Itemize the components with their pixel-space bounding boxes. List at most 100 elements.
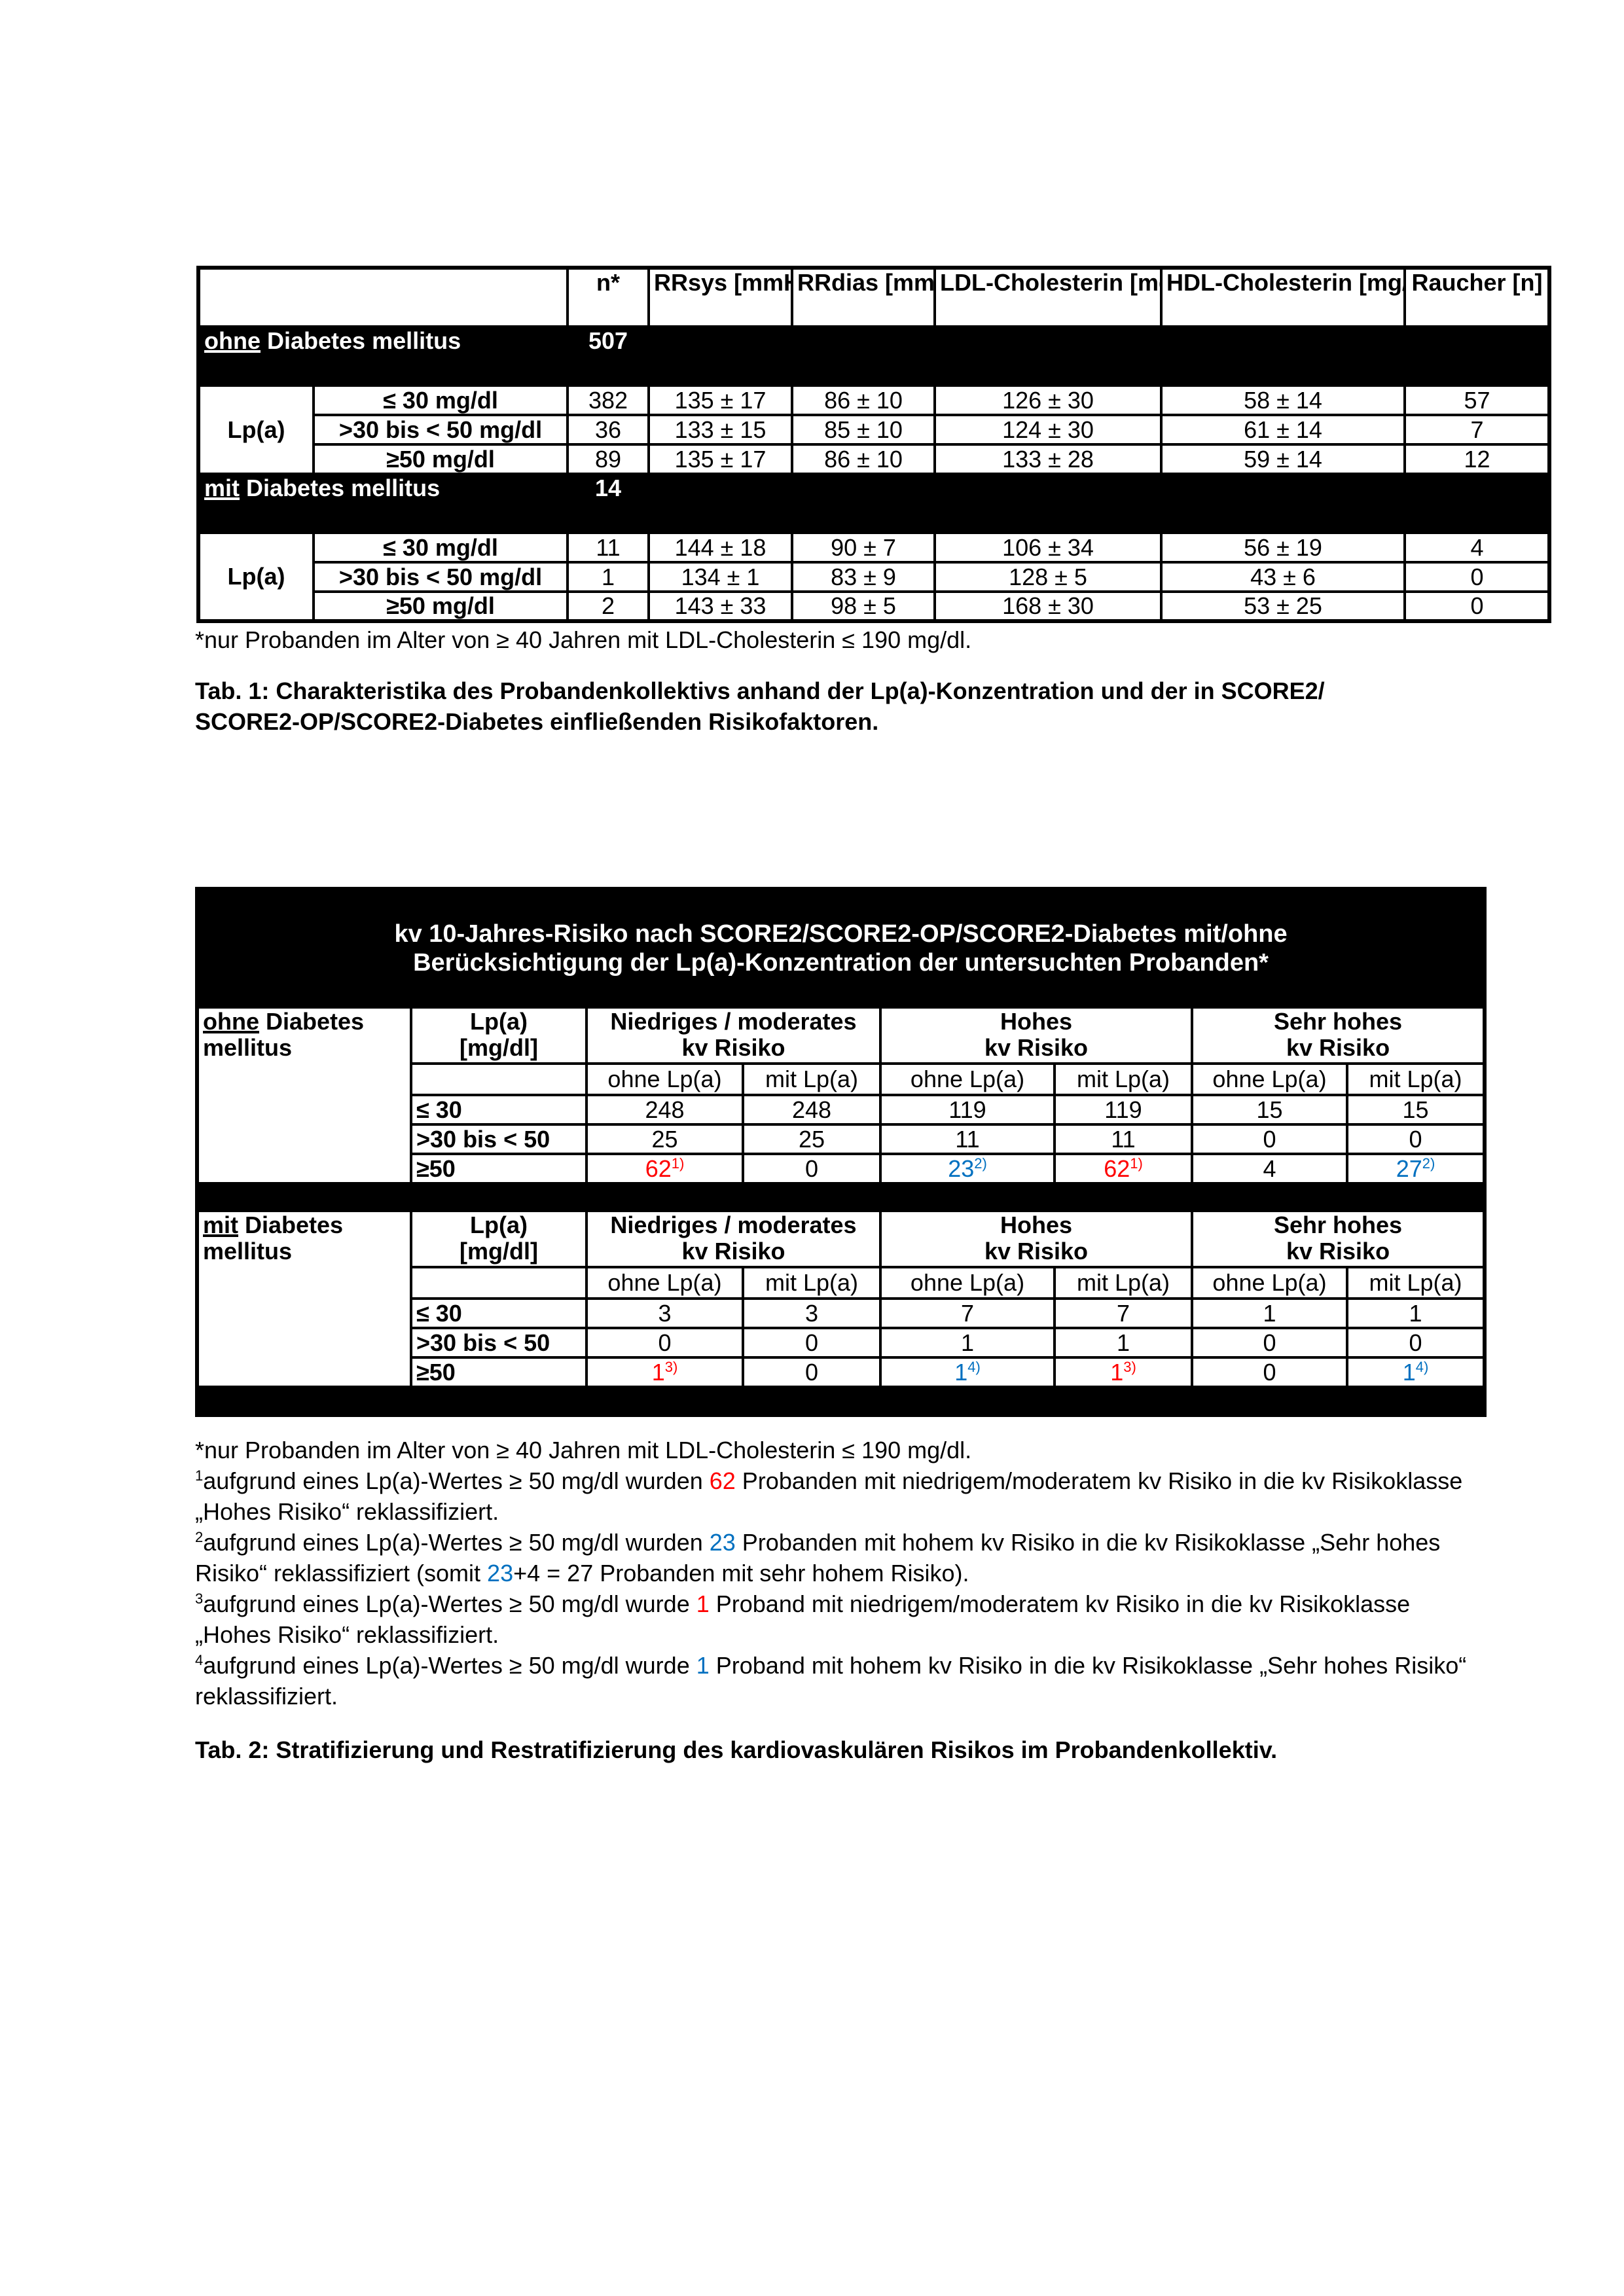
footnote-text: Proband mit hohem kv Risiko in die kv Ri… bbox=[195, 1652, 1467, 1710]
cell-value: 1 bbox=[1409, 1299, 1422, 1327]
cell-value: 25 bbox=[651, 1125, 678, 1153]
footnote-ref: 4) bbox=[1415, 1358, 1429, 1375]
cell: 57 bbox=[1403, 384, 1551, 416]
risk-header: Niedriges / moderates kv Risiko bbox=[585, 1210, 882, 1268]
lp-header: Lp(a) [mg/dl] bbox=[410, 1006, 588, 1065]
cell: 86 ± 10 bbox=[791, 443, 936, 475]
cell: 25 bbox=[742, 1123, 882, 1155]
subheader: mit Lp(a) bbox=[1345, 1062, 1487, 1096]
cell-value: 27 bbox=[1396, 1155, 1422, 1182]
footnote-text: Probanden mit hohem kv Risiko in die kv … bbox=[195, 1529, 1441, 1587]
table-1: n*RRsys [mmHg]RRdias [mmHg]LDL-Cholester… bbox=[196, 266, 1551, 623]
category: >30 bis < 50 bbox=[410, 1123, 588, 1155]
cell-value: 1 bbox=[954, 1358, 968, 1386]
cell: 128 ± 5 bbox=[933, 561, 1163, 593]
band-fill bbox=[647, 473, 1551, 534]
cell: 98 ± 5 bbox=[791, 590, 936, 622]
cell: 232) bbox=[879, 1153, 1056, 1185]
footnote-text: aufgrund eines Lp(a)-Wertes ≥ 50 mg/dl w… bbox=[203, 1467, 710, 1494]
cell-value: 4 bbox=[1263, 1155, 1276, 1182]
category: ≥50 mg/dl bbox=[312, 443, 569, 475]
table-row: ≤ 30 248 248 119 119 15 15 bbox=[197, 1094, 1487, 1126]
risk-header: Hohes kv Risiko bbox=[879, 1006, 1193, 1065]
cell-value: 0 bbox=[804, 1155, 819, 1182]
footnote-text: +4 = 27 Probanden mit sehr hohem Risiko)… bbox=[513, 1560, 969, 1587]
cell-value: 1 bbox=[960, 1329, 975, 1356]
cell: 272) bbox=[1345, 1153, 1487, 1185]
footnote-text: Proband mit niedrigem/moderatem kv Risik… bbox=[195, 1590, 1411, 1648]
footnote: 2aufgrund eines Lp(a)-Wertes ≥ 50 mg/dl … bbox=[195, 1527, 1478, 1588]
cell-value: 248 bbox=[791, 1096, 832, 1123]
column-header: RRsys [mmHg] bbox=[647, 266, 793, 328]
column-header: RRdias [mmHg] bbox=[791, 266, 936, 328]
cell: 0 bbox=[1403, 561, 1551, 593]
footnote-text: 1 bbox=[696, 1590, 710, 1617]
subheader: mit Lp(a) bbox=[1345, 1266, 1487, 1300]
group-prefix: ohne bbox=[203, 1008, 259, 1035]
cell: 621) bbox=[585, 1153, 744, 1185]
header-line: [mg/dl] bbox=[460, 1034, 538, 1061]
cell: 119 bbox=[879, 1094, 1056, 1126]
cell-value: 15 bbox=[1256, 1096, 1283, 1123]
column-header: HDL-Cholesterin [mg/dl] bbox=[1160, 266, 1406, 328]
category: ≥50 bbox=[410, 1356, 588, 1388]
footnote-text: Probanden mit niedrigem/moderatem kv Ris… bbox=[195, 1467, 1463, 1525]
header-line: Lp(a) bbox=[470, 1211, 528, 1238]
footnote-ref: 3) bbox=[1123, 1358, 1136, 1375]
footnote-text: 23 bbox=[709, 1529, 736, 1556]
footnote-number: 1 bbox=[195, 1467, 204, 1484]
cell: 0 bbox=[1191, 1123, 1348, 1155]
subheader: ohne Lp(a) bbox=[879, 1062, 1056, 1096]
cell: 1 bbox=[566, 561, 650, 593]
risk-header: Niedriges / moderates kv Risiko bbox=[585, 1006, 882, 1065]
category: ≤ 30 bbox=[410, 1094, 588, 1126]
cell-value: 7 bbox=[960, 1299, 975, 1327]
lp-header: Lp(a) [mg/dl] bbox=[410, 1210, 588, 1268]
header-empty bbox=[197, 266, 569, 328]
table-2-footnotes: *nur Probanden im Alter von ≥ 40 Jahren … bbox=[195, 1435, 1478, 1712]
category: >30 bis < 50 bbox=[410, 1327, 588, 1359]
cell: 13) bbox=[585, 1356, 744, 1388]
cell: 0 bbox=[1345, 1123, 1487, 1155]
subheader: ohne Lp(a) bbox=[879, 1266, 1056, 1300]
cell-value: 62 bbox=[1104, 1155, 1130, 1182]
table-1-footnote: *nur Probanden im Alter von ≥ 40 Jahren … bbox=[195, 626, 972, 653]
table-row: >30 bis < 50 25 25 11 11 0 0 bbox=[197, 1123, 1487, 1155]
footnote: 3aufgrund eines Lp(a)-Wertes ≥ 50 mg/dl … bbox=[195, 1588, 1478, 1650]
cell: 86 ± 10 bbox=[791, 384, 936, 416]
lp-label: Lp(a) bbox=[197, 531, 315, 622]
cell: 12 bbox=[1403, 443, 1551, 475]
cell: 124 ± 30 bbox=[933, 414, 1163, 446]
caption-line: Tab. 1: Charakteristika des Probandenkol… bbox=[195, 677, 1325, 704]
header-line: [mg/dl] bbox=[460, 1238, 538, 1265]
cell: 0 bbox=[742, 1327, 882, 1359]
column-header: LDL-Cholesterin [mg/dl] bbox=[933, 266, 1163, 328]
subheader-empty bbox=[410, 1266, 588, 1300]
footnote-number: 4 bbox=[195, 1652, 204, 1668]
cell: 4 bbox=[1191, 1153, 1348, 1185]
header-line: kv Risiko bbox=[984, 1238, 1089, 1265]
footnote-text: 23 bbox=[487, 1560, 514, 1587]
cell: 621) bbox=[1053, 1153, 1193, 1185]
cell: 0 bbox=[1403, 590, 1551, 622]
cell-value: 62 bbox=[645, 1155, 672, 1182]
cell: 61 ± 14 bbox=[1160, 414, 1406, 446]
group-label-text: mellitus bbox=[203, 1238, 293, 1265]
column-header: Raucher [n] bbox=[1403, 266, 1551, 328]
cell: 90 ± 7 bbox=[791, 531, 936, 564]
group-label: ohne Diabetes mellitus bbox=[197, 325, 569, 387]
category: >30 bis < 50 mg/dl bbox=[312, 414, 569, 446]
table-row: ≥50 mg/dl 89 135 ± 17 86 ± 10 133 ± 28 59 ± 1… bbox=[198, 443, 1551, 475]
cell: 0 bbox=[1191, 1356, 1348, 1388]
subheader: ohne Lp(a) bbox=[1191, 1266, 1348, 1300]
group-label-text: Diabetes bbox=[259, 1008, 365, 1035]
cell: 143 ± 33 bbox=[647, 590, 793, 622]
cell: 3 bbox=[742, 1297, 882, 1329]
cell: 36 bbox=[566, 414, 650, 446]
column-header: n* bbox=[566, 266, 650, 328]
footnote-ref: 2) bbox=[1422, 1155, 1435, 1172]
cell: 1 bbox=[1191, 1297, 1348, 1329]
cell-value: 0 bbox=[658, 1329, 672, 1356]
header-line: kv Risiko bbox=[681, 1034, 785, 1061]
footnote-ref: 2) bbox=[974, 1155, 987, 1172]
